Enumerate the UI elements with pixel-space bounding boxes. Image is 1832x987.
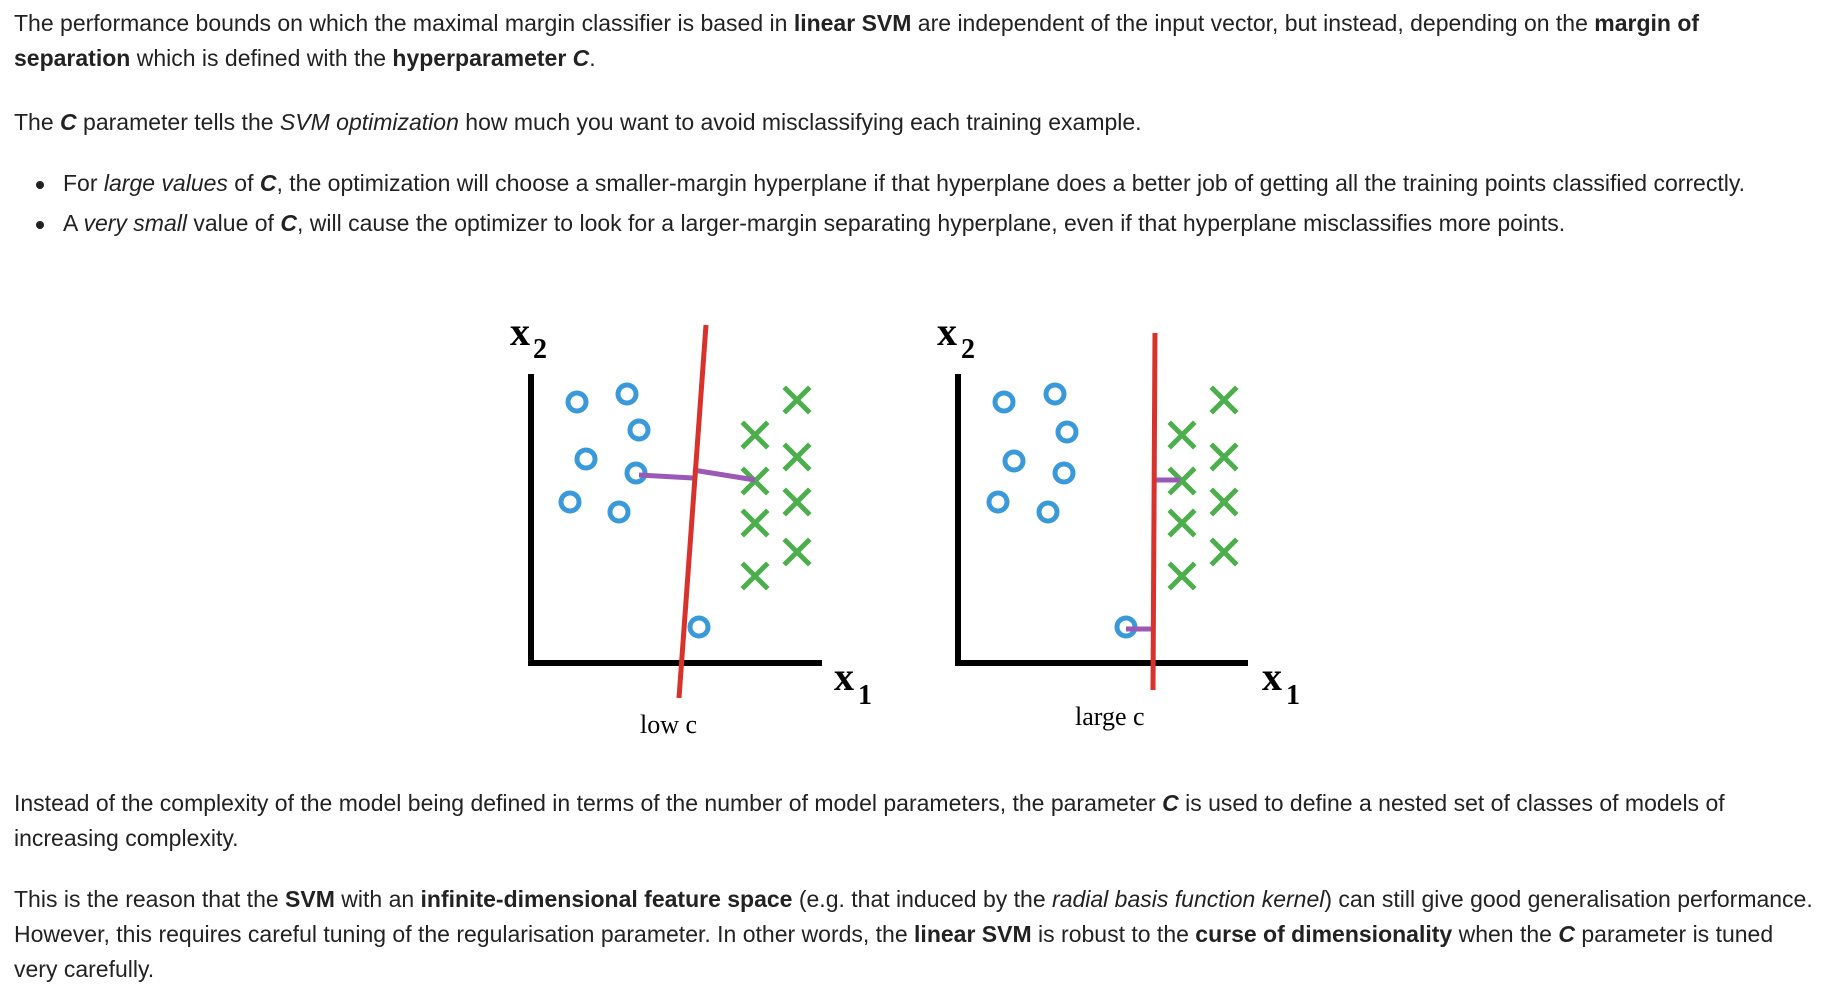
right-panel: x 2 x 1 large c (937, 309, 1300, 731)
cross-point (1167, 508, 1197, 538)
left-crosses (740, 385, 812, 591)
circle-point (986, 490, 1010, 514)
right-y-axis-subscript: 2 (961, 334, 975, 365)
cross-point (740, 420, 770, 450)
cross-point (1209, 537, 1239, 567)
left-hyperplane (676, 324, 709, 699)
circle-point (615, 382, 639, 406)
right-x-axis-label: x (1262, 654, 1282, 699)
cross-point (1209, 385, 1239, 415)
circle-point (1114, 615, 1138, 639)
cross-point (782, 442, 812, 472)
cross-point (782, 537, 812, 567)
circle-point (607, 500, 631, 524)
circle-point (565, 390, 589, 414)
circle-point (687, 615, 711, 639)
cross-point (782, 487, 812, 517)
left-y-axis-label: x (510, 309, 530, 354)
cross-point (1209, 487, 1239, 517)
cross-point (740, 561, 770, 591)
circle-point (1036, 500, 1060, 524)
circle-point (558, 490, 582, 514)
cross-point (1167, 420, 1197, 450)
left-y-axis-subscript: 2 (533, 334, 547, 365)
list-item: A very small value of C, will cause the … (14, 206, 1804, 241)
circle-point (1052, 461, 1076, 485)
left-axes (528, 374, 822, 666)
circle-point (624, 461, 648, 485)
right-caption: large c (1075, 702, 1145, 731)
right-axes (955, 374, 1248, 666)
paragraph-margin-bounds: The performance bounds on which the maxi… (14, 10, 1700, 71)
cross-point (740, 466, 770, 496)
list-item: For large values of C, the optimization … (14, 166, 1804, 201)
left-x-axis-label: x (834, 654, 854, 699)
bullet-list: For large values of C, the optimization … (14, 166, 1804, 246)
circle-point (1043, 382, 1067, 406)
right-crosses (1167, 385, 1239, 591)
right-x-axis-subscript: 1 (1286, 680, 1300, 711)
circle-point (627, 418, 651, 442)
right-y-axis-label: x (937, 309, 957, 354)
right-circles (986, 382, 1138, 639)
paragraph-complexity: Instead of the complexity of the model b… (14, 790, 1725, 851)
left-margin-line (638, 467, 756, 483)
circle-point (1055, 420, 1079, 444)
circle-point (574, 447, 598, 471)
cross-point (1167, 466, 1197, 496)
paragraph-generalisation: This is the reason that the SVM with an … (14, 886, 1813, 982)
left-x-axis-subscript: 1 (858, 680, 872, 711)
right-hyperplane (1150, 332, 1158, 691)
paragraph-c-parameter: The C parameter tells the SVM optimizati… (14, 109, 1142, 135)
circle-point (1002, 449, 1026, 473)
cross-point (1209, 442, 1239, 472)
cross-point (782, 385, 812, 415)
right-margin-lines (1126, 477, 1180, 632)
left-circles (558, 382, 711, 639)
left-panel: x 2 x 1 low c (510, 309, 872, 739)
cross-point (1167, 561, 1197, 591)
circle-point (992, 390, 1016, 414)
cross-point (740, 508, 770, 538)
left-caption: low c (640, 710, 697, 739)
